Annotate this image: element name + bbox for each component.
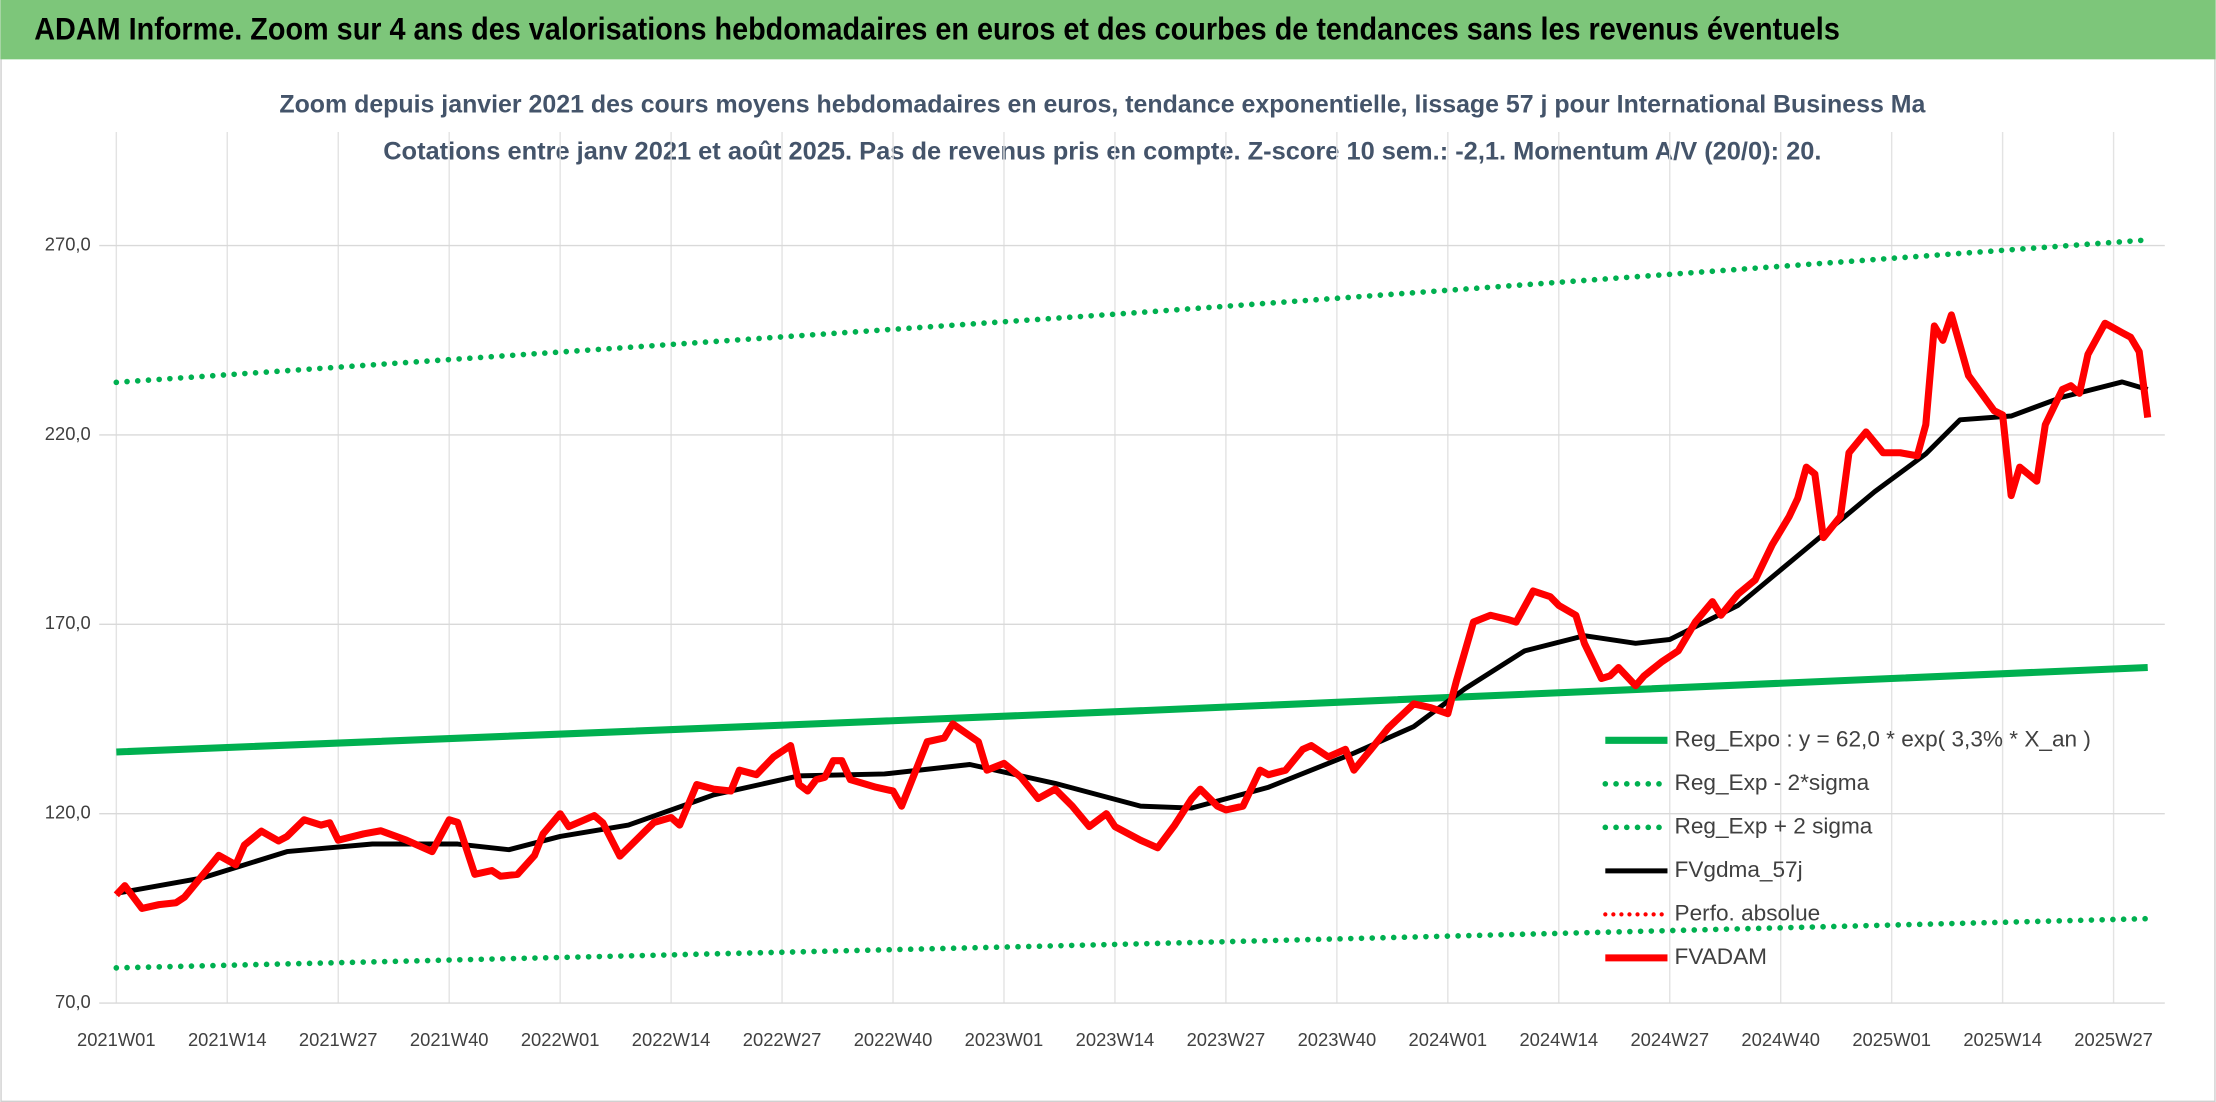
x-tick-label: 2023W14 <box>1076 1029 1155 1050</box>
y-tick-label: 220,0 <box>45 423 91 444</box>
series-line <box>113 311 2152 912</box>
x-tick-label: 2022W27 <box>743 1029 822 1050</box>
x-tick-label: 2025W27 <box>2074 1029 2153 1050</box>
x-tick-label: 2023W40 <box>1298 1029 1377 1050</box>
x-tick-label: 2025W14 <box>1963 1029 2042 1050</box>
legend-label: Reg_Expo : y = 62,0 * exp( 3,3% * X_an ) <box>1675 726 2091 751</box>
series-line <box>116 663 2148 756</box>
legend-label: Reg_Exp - 2*sigma <box>1675 770 1870 795</box>
header-bar <box>0 0 2216 60</box>
legend-label: Reg_Exp + 2 sigma <box>1675 813 1873 838</box>
series-line <box>113 237 2151 386</box>
x-tick-label: 2021W27 <box>299 1029 378 1050</box>
x-tick-label: 2022W14 <box>632 1029 711 1050</box>
x-tick-label: 2022W40 <box>854 1029 933 1050</box>
x-tick-label: 2021W40 <box>410 1029 489 1050</box>
y-tick-label: 270,0 <box>45 233 91 254</box>
x-tick-label: 2024W14 <box>1519 1029 1598 1050</box>
legend-label: FVgdma_57j <box>1675 857 1803 882</box>
y-tick-label: 170,0 <box>45 612 91 633</box>
x-tick-label: 2021W14 <box>188 1029 267 1050</box>
legend-label: FVADAM <box>1675 944 1767 969</box>
x-tick-label: 2024W40 <box>1741 1029 1820 1050</box>
x-tick-label: 2024W01 <box>1409 1029 1488 1050</box>
x-tick-label: 2021W01 <box>77 1029 156 1050</box>
y-tick-label: 120,0 <box>45 802 91 823</box>
x-tick-label: 2024W27 <box>1630 1029 1709 1050</box>
x-tick-label: 2022W01 <box>521 1029 600 1050</box>
x-tick-label: 2023W27 <box>1187 1029 1266 1050</box>
series-line <box>115 379 2149 896</box>
legend-label: Perfo. absolue <box>1675 900 1821 925</box>
chart-title: Zoom depuis janvier 2021 des cours moyen… <box>279 91 1926 119</box>
x-tick-label: 2023W01 <box>965 1029 1044 1050</box>
header-title: ADAM Informe. Zoom sur 4 ans des valoris… <box>34 11 1840 46</box>
x-tick-label: 2025W01 <box>1852 1029 1931 1050</box>
chart-subtitle: Cotations entre janv 2021 et août 2025. … <box>383 137 1821 165</box>
y-tick-label: 70,0 <box>55 991 91 1012</box>
